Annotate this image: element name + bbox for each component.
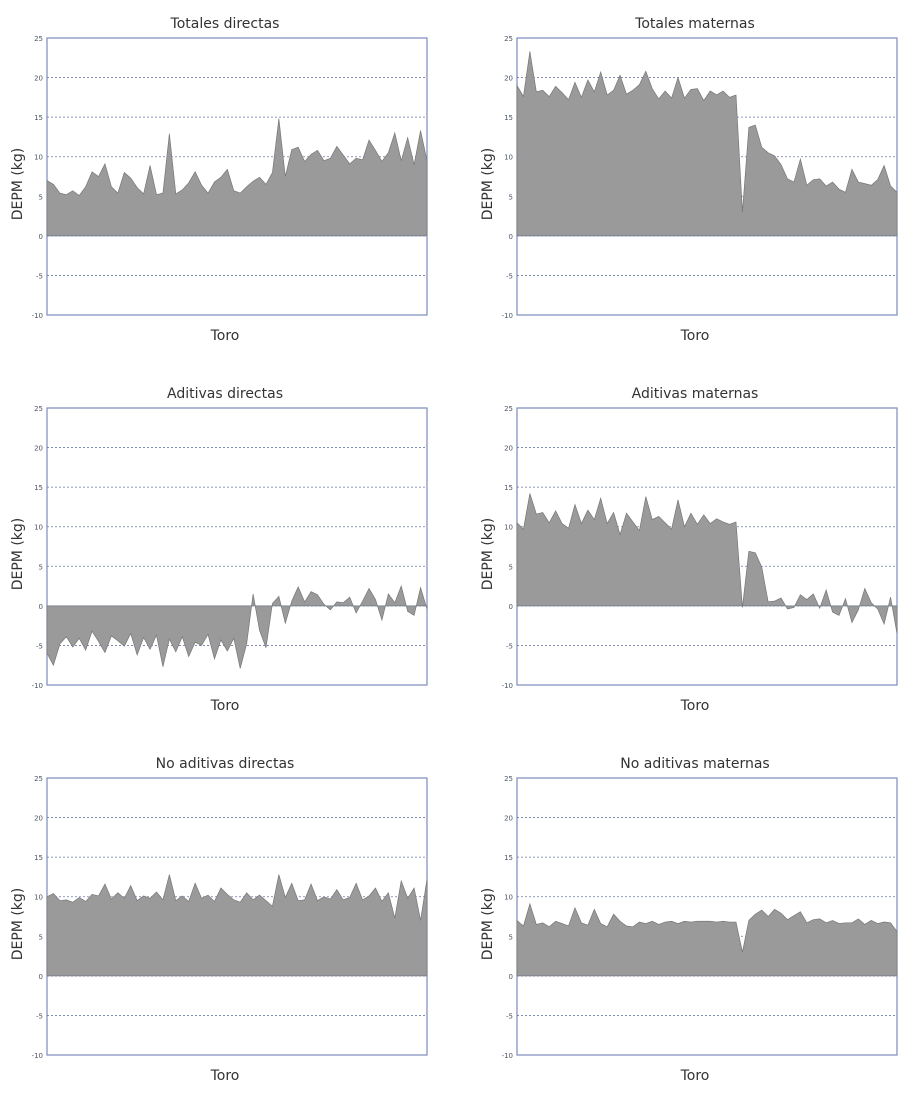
chart-x-axis-label: Toro [210, 698, 240, 714]
y-tick-label: 5 [509, 933, 513, 941]
series-area [516, 51, 898, 237]
chart-plot: 25 20 15 10 5 0 -5 -10 [502, 405, 898, 690]
chart-title: Aditivas directas [167, 386, 283, 402]
y-tick-label: -5 [506, 272, 513, 280]
series-area [46, 118, 428, 237]
y-tick-label: 0 [39, 973, 43, 981]
chart-plot: 25 20 15 10 5 0 -5 -10 [502, 35, 898, 320]
y-tick-label: -5 [506, 1012, 513, 1020]
chart-plot: 25 20 15 10 5 0 -5 -10 [32, 405, 428, 690]
y-tick-label: 15 [504, 484, 513, 492]
y-tick-label: 15 [34, 484, 43, 492]
series-area [516, 493, 898, 634]
y-tick-label: 15 [504, 854, 513, 862]
y-tick-label: 5 [39, 933, 43, 941]
chart-title: No aditivas directas [155, 756, 295, 772]
y-tick-label: 25 [34, 35, 43, 43]
y-tick-label: 10 [504, 894, 513, 902]
y-tick-label: 25 [504, 775, 513, 783]
chart-x-axis-label: Toro [680, 328, 710, 344]
y-tick-label: -10 [32, 682, 43, 690]
y-tick-label: 5 [39, 193, 43, 201]
y-tick-label: 5 [39, 563, 43, 571]
y-tick-label: 15 [504, 114, 513, 122]
y-tick-label: 20 [34, 445, 43, 453]
chart-x-axis-label: Toro [210, 1068, 240, 1084]
chart-x-axis-label: Toro [680, 1068, 710, 1084]
y-tick-label: 10 [504, 154, 513, 162]
y-tick-label: 20 [504, 75, 513, 83]
y-tick-label: 10 [34, 154, 43, 162]
chart-title: Aditivas maternas [631, 386, 759, 402]
plot-frame [46, 407, 428, 686]
y-tick-label: 15 [34, 114, 43, 122]
y-tick-label: 25 [34, 405, 43, 413]
y-tick-label: 25 [504, 405, 513, 413]
chart-aditivas-maternas: Aditivas maternas DEPM (kg) Toro 25 20 15 1… [470, 370, 913, 730]
y-tick-label: 10 [34, 524, 43, 532]
chart-title: Totales maternas [635, 16, 755, 32]
y-tick-label: 20 [504, 815, 513, 823]
y-tick-label: 20 [504, 445, 513, 453]
y-tick-label: -5 [506, 642, 513, 650]
y-tick-label: -10 [502, 682, 513, 690]
y-tick-label: -10 [32, 312, 43, 320]
y-tick-label: 0 [509, 973, 513, 981]
chart-x-axis-label: Toro [210, 328, 240, 344]
y-tick-label: 5 [509, 193, 513, 201]
y-tick-label: -10 [502, 1052, 513, 1060]
chart-totales-maternas: Totales maternas DEPM (kg) Toro 25 20 15 10… [470, 0, 913, 360]
series-area [46, 874, 428, 977]
chart-no-aditivas-maternas: No aditivas maternas DEPM (kg) Toro 25 20… [470, 740, 913, 1100]
series-area [46, 584, 428, 669]
y-tick-label: 25 [504, 35, 513, 43]
chart-plot: 25 20 15 10 5 0 -5 -10 [32, 35, 428, 320]
chart-plot: 25 20 15 10 5 0 -5 -10 [502, 775, 898, 1060]
chart-x-axis-label: Toro [680, 698, 710, 714]
y-tick-label: 5 [509, 563, 513, 571]
chart-no-aditivas-directas: No aditivas directas DEPM (kg) Toro 25 20… [0, 740, 450, 1100]
chart-plot: 25 20 15 10 5 0 -5 -10 [32, 775, 428, 1060]
y-tick-label: -5 [36, 1012, 43, 1020]
chart-title: No aditivas maternas [620, 756, 770, 772]
y-tick-label: 10 [34, 894, 43, 902]
y-tick-label: 0 [39, 603, 43, 611]
chart-title: Totales directas [170, 16, 280, 32]
y-tick-label: 15 [34, 854, 43, 862]
plot-frame [516, 777, 898, 1056]
chart-totales-directas: Totales directas DEPM (kg) Toro 25 20 15 10… [0, 0, 450, 360]
y-tick-label: 0 [509, 603, 513, 611]
y-tick-label: 25 [34, 775, 43, 783]
y-tick-label: -5 [36, 272, 43, 280]
y-tick-label: 0 [509, 233, 513, 241]
chart-aditivas-directas: Aditivas directas DEPM (kg) Toro 25 20 15 1… [0, 370, 450, 730]
y-tick-label: 10 [504, 524, 513, 532]
y-tick-label: 20 [34, 75, 43, 83]
y-tick-label: 0 [39, 233, 43, 241]
y-tick-label: -10 [502, 312, 513, 320]
y-tick-label: -5 [36, 642, 43, 650]
y-tick-label: 20 [34, 815, 43, 823]
series-area [516, 902, 898, 977]
y-tick-label: -10 [32, 1052, 43, 1060]
